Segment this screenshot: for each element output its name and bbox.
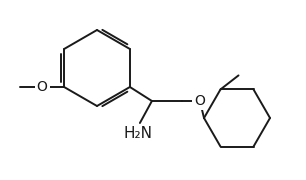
Text: O: O bbox=[195, 94, 205, 108]
Text: H₂N: H₂N bbox=[123, 126, 152, 141]
Text: O: O bbox=[195, 94, 205, 108]
Text: O: O bbox=[37, 80, 47, 94]
